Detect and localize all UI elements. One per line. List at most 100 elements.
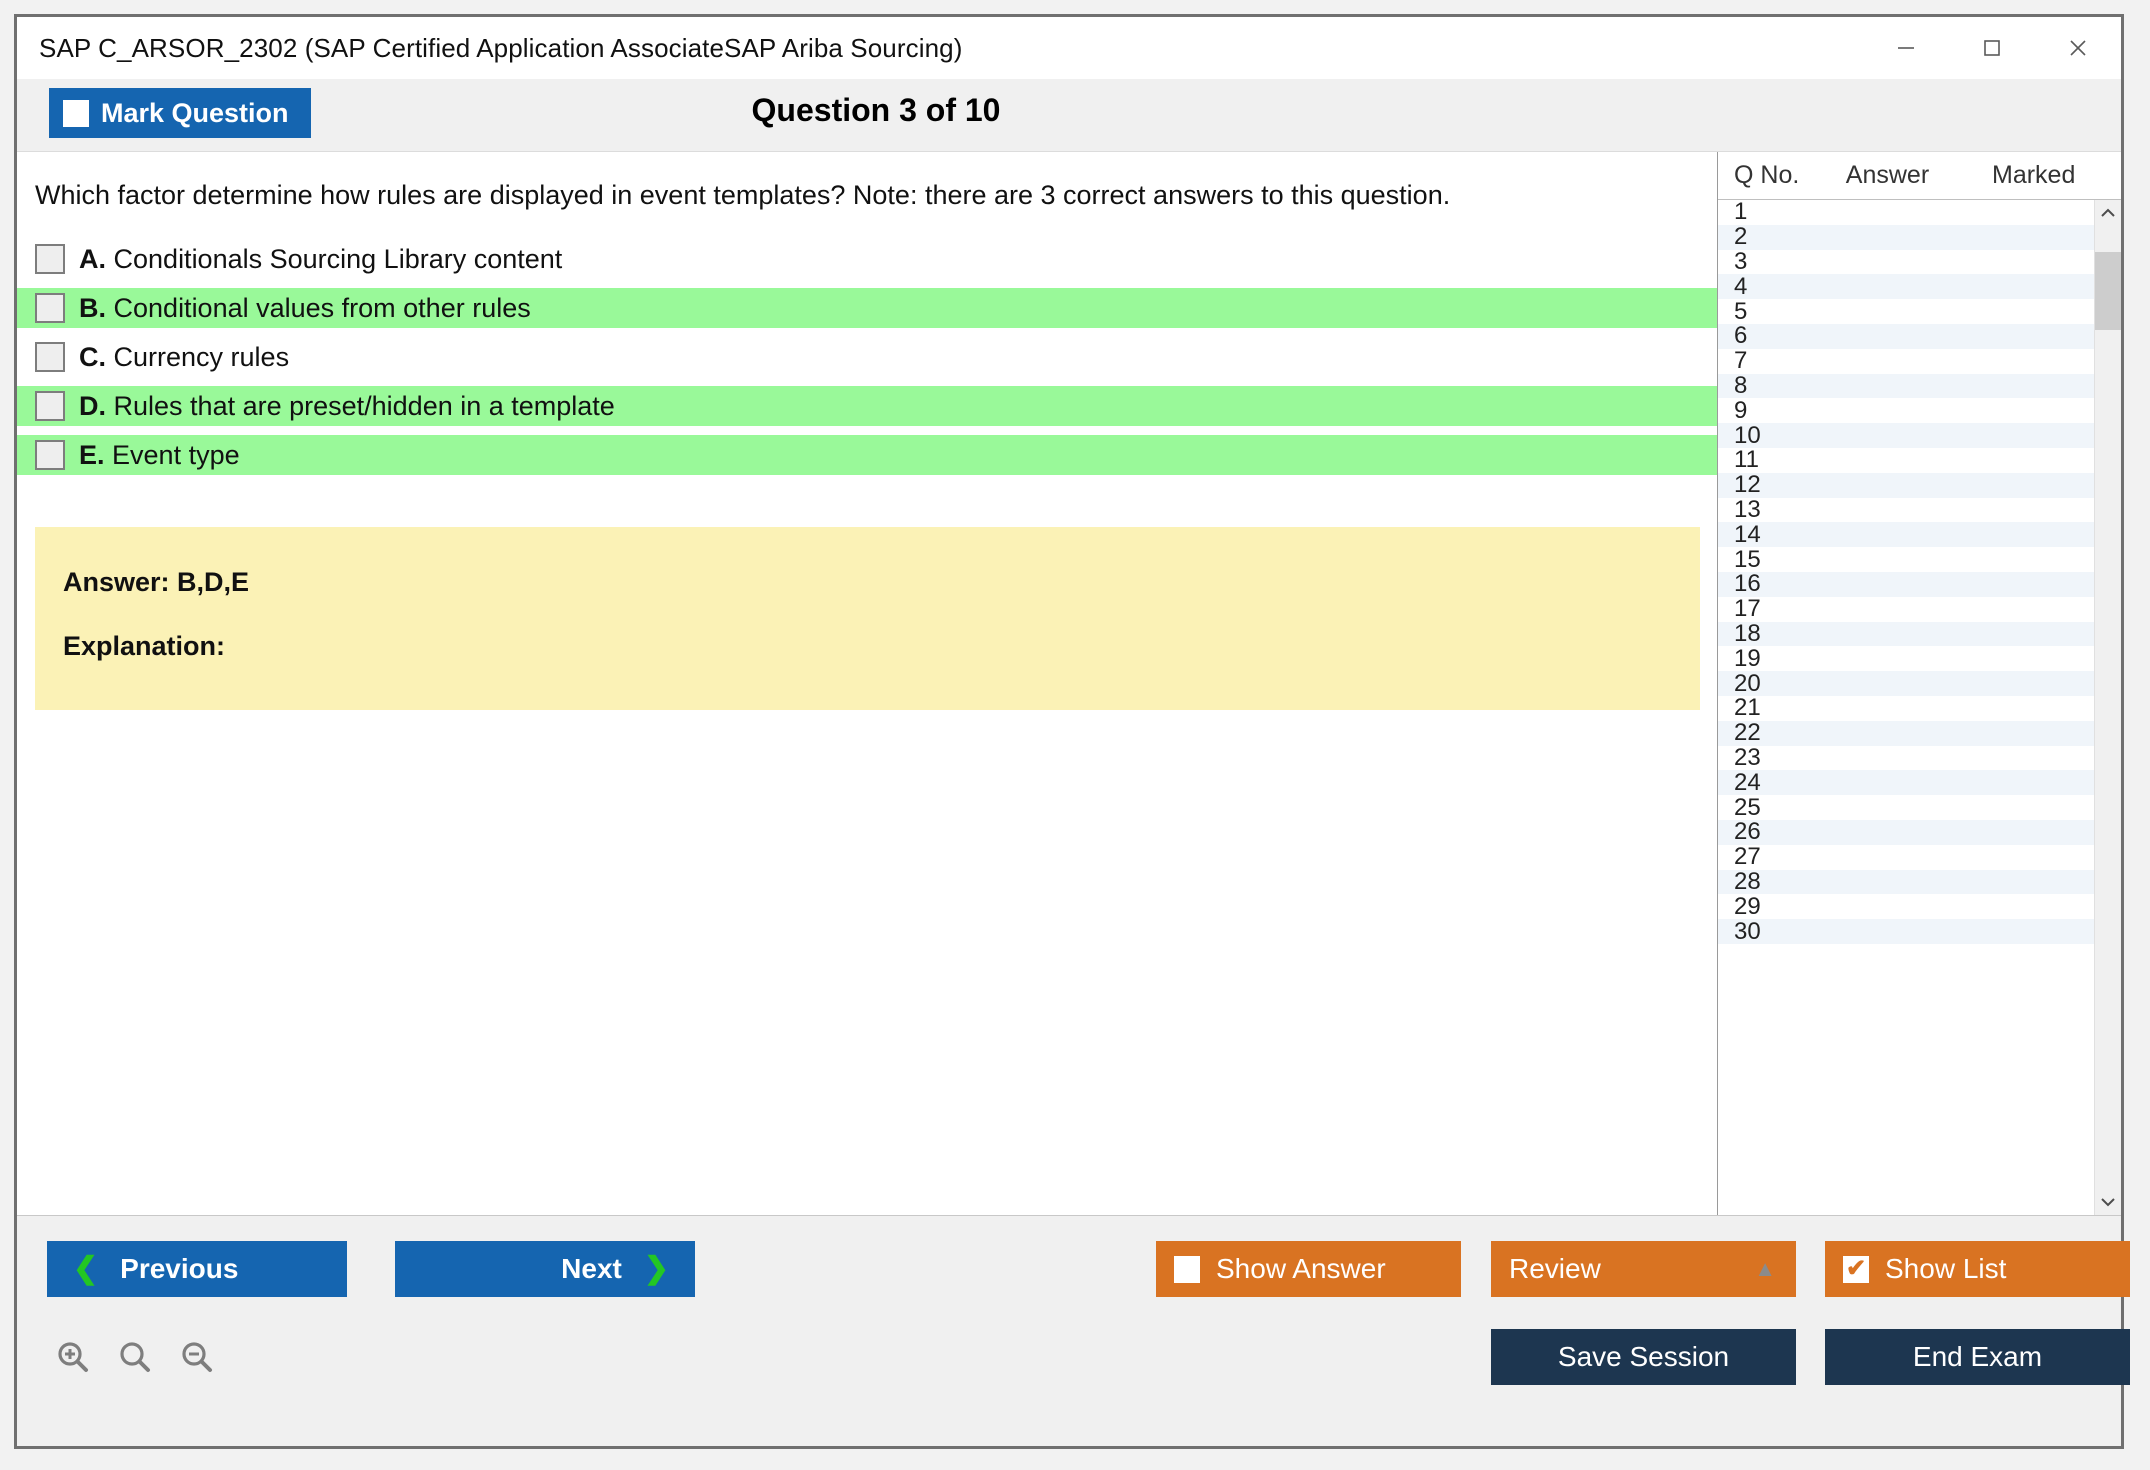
question-list-row[interactable]: 19 [1718, 644, 2094, 672]
question-list-row[interactable]: 5 [1718, 299, 2094, 324]
zoom-out-icon[interactable] [175, 1336, 219, 1380]
cell-qno: 18 [1734, 619, 1761, 647]
question-list-row[interactable]: 30 [1718, 919, 2094, 944]
option-text: Conditionals Sourcing Library content [113, 243, 563, 274]
cell-qno: 9 [1734, 396, 1748, 424]
option-row[interactable]: C. Currency rules [17, 337, 1717, 377]
cell-qno: 27 [1734, 843, 1761, 871]
cell-qno: 12 [1734, 471, 1761, 499]
cell-qno: 30 [1734, 917, 1761, 945]
question-list-row[interactable]: 2 [1718, 225, 2094, 250]
cell-qno: 7 [1734, 347, 1748, 375]
next-button[interactable]: Next ❯ [395, 1241, 695, 1297]
show-answer-button[interactable]: Show Answer [1156, 1241, 1461, 1297]
review-dropdown-label: Review [1509, 1253, 1601, 1284]
previous-button[interactable]: ❮ Previous [47, 1241, 347, 1297]
option-checkbox[interactable] [35, 440, 65, 471]
question-list-row[interactable]: 7 [1718, 349, 2094, 374]
question-list-row[interactable]: 24 [1718, 770, 2094, 796]
maximize-icon[interactable] [1949, 17, 2035, 79]
minimize-icon[interactable] [1863, 17, 1949, 79]
cell-qno: 28 [1734, 867, 1761, 895]
option-row[interactable]: E. Event type [17, 435, 1717, 476]
mark-question-button[interactable]: Mark Question [49, 88, 311, 138]
option-letter: E. [79, 439, 105, 470]
question-list-row[interactable]: 8 [1718, 371, 2094, 399]
question-list-row[interactable]: 17 [1718, 597, 2094, 622]
question-text: Which factor determine how rules are dis… [35, 180, 1451, 210]
question-list-header: Q No. Answer Marked [1718, 152, 2121, 200]
question-list-row[interactable]: 18 [1718, 619, 2094, 647]
option-checkbox[interactable] [35, 244, 65, 275]
question-list-row[interactable]: 29 [1718, 894, 2094, 920]
question-list-row[interactable]: 9 [1718, 396, 2094, 424]
question-pane: Which factor determine how rules are dis… [17, 152, 1717, 1215]
scrollbar-track[interactable] [2095, 226, 2121, 1189]
cell-qno: 19 [1734, 644, 1761, 672]
question-list-row[interactable]: 15 [1718, 547, 2094, 572]
zoom-controls [51, 1336, 219, 1380]
question-list-row[interactable]: 27 [1718, 845, 2094, 870]
cell-qno: 13 [1734, 495, 1761, 523]
option-text: Event type [112, 439, 240, 470]
cell-qno: 17 [1734, 595, 1761, 623]
explanation-line: Explanation: [63, 631, 226, 662]
bottom-toolbar: ❮ Previous Next ❯ Show Answer Review ▲ ✔… [17, 1215, 2130, 1446]
option-spacer [17, 426, 1717, 435]
option-label: B. Conditional values from other rules [79, 293, 531, 324]
question-list-row[interactable]: 25 [1718, 795, 2094, 820]
question-list-row[interactable]: 13 [1718, 495, 2094, 523]
scroll-down-icon[interactable] [2095, 1189, 2121, 1215]
option-checkbox[interactable] [35, 391, 65, 422]
option-label: A. Conditionals Sourcing Library content [79, 244, 562, 275]
scroll-up-icon[interactable] [2095, 200, 2121, 226]
question-list-row[interactable]: 20 [1718, 671, 2094, 696]
body-area: Which factor determine how rules are dis… [17, 152, 2121, 1215]
option-letter: C. [79, 341, 106, 372]
mark-question-checkbox[interactable] [63, 99, 89, 127]
option-row[interactable]: D. Rules that are preset/hidden in a tem… [17, 386, 1717, 427]
question-counter: Question 3 of 10 [751, 92, 1001, 128]
question-list-row[interactable]: 21 [1718, 696, 2094, 721]
column-header-qno: Q No. [1734, 161, 1800, 189]
option-row[interactable]: B. Conditional values from other rules [17, 288, 1717, 329]
question-list-row[interactable]: 11 [1718, 448, 2094, 473]
question-list-row[interactable]: 1 [1718, 200, 2094, 225]
option-checkbox[interactable] [35, 342, 65, 373]
option-spacer [17, 328, 1717, 337]
question-list-row[interactable]: 4 [1718, 274, 2094, 300]
show-list-checkbox[interactable]: ✔ [1843, 1255, 1869, 1283]
option-row[interactable]: A. Conditionals Sourcing Library content [17, 239, 1717, 279]
show-list-button[interactable]: ✔ Show List [1825, 1241, 2130, 1297]
end-exam-button[interactable]: End Exam [1825, 1329, 2130, 1385]
question-list-row[interactable]: 16 [1718, 572, 2094, 597]
question-list-row[interactable]: 14 [1718, 522, 2094, 548]
show-answer-label: Show Answer [1216, 1253, 1386, 1284]
cell-qno: 8 [1734, 371, 1748, 399]
question-list-row[interactable]: 26 [1718, 820, 2094, 845]
question-list-row[interactable]: 28 [1718, 867, 2094, 895]
review-dropdown[interactable]: Review ▲ [1491, 1241, 1796, 1297]
question-list-row[interactable]: 22 [1718, 721, 2094, 746]
question-list-row[interactable]: 3 [1718, 249, 2094, 275]
cell-qno: 20 [1734, 669, 1761, 697]
question-list-panel: Q No. Answer Marked 1 2 3 4 5 6 7 8 9 10 11 12 13 14 1… [1717, 152, 2121, 1215]
show-answer-checkbox[interactable] [1174, 1255, 1200, 1283]
option-checkbox[interactable] [35, 293, 65, 324]
window-title: SAP C_ARSOR_2302 (SAP Certified Applicat… [39, 32, 963, 63]
column-header-answer: Answer [1845, 161, 1930, 189]
close-icon[interactable] [2035, 17, 2121, 79]
option-label: C. Currency rules [79, 342, 289, 373]
save-session-button[interactable]: Save Session [1491, 1329, 1796, 1385]
question-list-row[interactable]: 10 [1718, 423, 2094, 448]
question-list-row[interactable]: 6 [1718, 324, 2094, 349]
scrollbar-thumb[interactable] [2095, 252, 2121, 330]
cell-qno: 22 [1734, 719, 1761, 747]
question-list-body: 1 2 3 4 5 6 7 8 9 10 11 12 13 14 15 16 17 18 19 20 21 22 23 24 2… [1718, 200, 2121, 1215]
question-list-row[interactable]: 23 [1718, 745, 2094, 771]
question-list-row[interactable]: 12 [1718, 473, 2094, 498]
question-list-scrollbar[interactable] [2094, 200, 2121, 1215]
zoom-in-icon[interactable] [51, 1336, 95, 1380]
zoom-reset-icon[interactable] [113, 1336, 157, 1380]
window-controls [1863, 17, 2121, 79]
